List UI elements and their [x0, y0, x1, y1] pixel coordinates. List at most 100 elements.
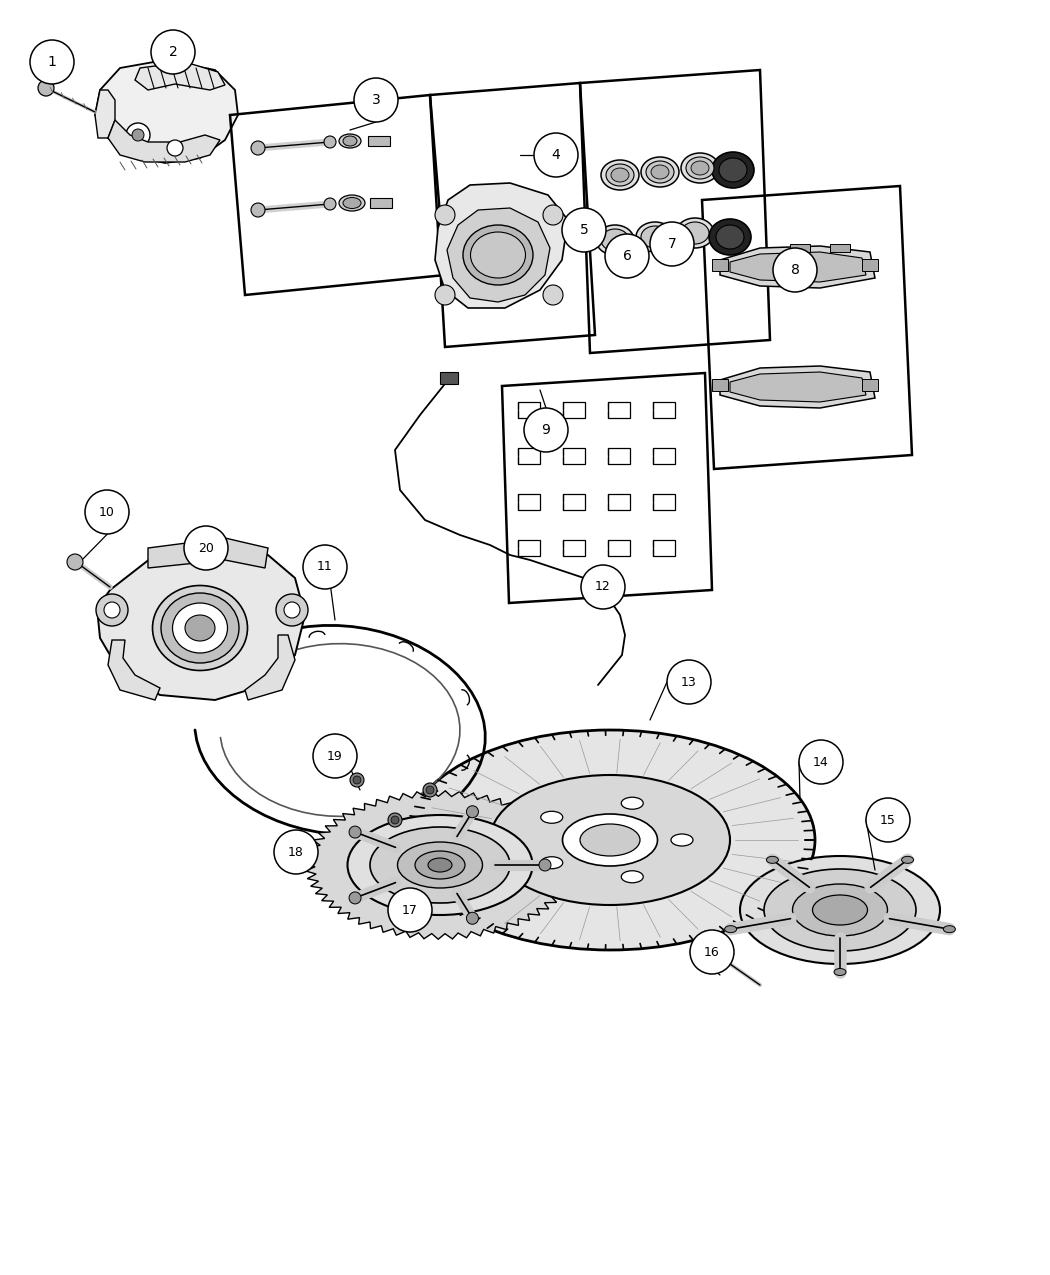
- Bar: [608, 448, 630, 464]
- Ellipse shape: [766, 857, 778, 863]
- Ellipse shape: [834, 969, 846, 975]
- Polygon shape: [435, 184, 568, 309]
- Ellipse shape: [681, 222, 709, 244]
- Circle shape: [391, 816, 399, 824]
- Ellipse shape: [902, 857, 913, 863]
- Ellipse shape: [470, 232, 525, 278]
- Bar: [830, 244, 850, 252]
- Bar: [440, 372, 458, 384]
- Ellipse shape: [622, 871, 644, 882]
- Ellipse shape: [415, 850, 465, 878]
- Circle shape: [388, 887, 432, 932]
- Circle shape: [324, 136, 336, 148]
- Circle shape: [276, 594, 308, 626]
- Polygon shape: [720, 246, 875, 288]
- Bar: [712, 379, 728, 391]
- Circle shape: [324, 198, 336, 210]
- Circle shape: [620, 260, 630, 270]
- Ellipse shape: [596, 224, 634, 255]
- Ellipse shape: [719, 158, 747, 182]
- Circle shape: [67, 555, 83, 570]
- Text: 9: 9: [542, 423, 550, 437]
- Bar: [563, 493, 585, 510]
- Ellipse shape: [640, 157, 679, 187]
- Polygon shape: [97, 544, 304, 700]
- Text: 15: 15: [880, 813, 896, 826]
- Ellipse shape: [428, 858, 452, 872]
- Circle shape: [38, 80, 54, 96]
- Circle shape: [581, 565, 625, 609]
- Polygon shape: [306, 790, 575, 940]
- Ellipse shape: [686, 157, 714, 178]
- Ellipse shape: [601, 159, 639, 190]
- Circle shape: [773, 249, 817, 292]
- Circle shape: [284, 602, 300, 618]
- Text: 1: 1: [47, 55, 57, 69]
- Ellipse shape: [563, 813, 657, 866]
- Ellipse shape: [185, 615, 215, 641]
- Circle shape: [354, 78, 398, 122]
- Circle shape: [435, 205, 455, 224]
- Polygon shape: [730, 252, 866, 282]
- Ellipse shape: [764, 870, 916, 951]
- Polygon shape: [720, 366, 875, 408]
- Circle shape: [562, 208, 606, 252]
- Polygon shape: [94, 91, 116, 138]
- Text: 18: 18: [288, 845, 303, 858]
- Ellipse shape: [339, 195, 365, 210]
- Polygon shape: [108, 640, 160, 700]
- Text: 13: 13: [681, 676, 697, 688]
- Bar: [790, 244, 810, 252]
- Text: 19: 19: [328, 750, 343, 762]
- Text: 11: 11: [317, 561, 333, 574]
- Text: 10: 10: [99, 505, 114, 519]
- Ellipse shape: [640, 226, 669, 249]
- Polygon shape: [447, 208, 550, 302]
- Ellipse shape: [405, 731, 815, 950]
- Text: 2: 2: [169, 45, 177, 59]
- Ellipse shape: [172, 603, 228, 653]
- Text: 3: 3: [372, 93, 380, 107]
- Bar: [563, 541, 585, 556]
- Circle shape: [349, 892, 361, 904]
- Polygon shape: [245, 635, 295, 700]
- Circle shape: [466, 806, 479, 817]
- Bar: [518, 448, 540, 464]
- Bar: [712, 259, 728, 272]
- Circle shape: [186, 534, 214, 562]
- Circle shape: [435, 286, 455, 305]
- Bar: [368, 136, 390, 147]
- Ellipse shape: [724, 926, 737, 932]
- Ellipse shape: [943, 926, 956, 932]
- Ellipse shape: [339, 134, 361, 148]
- Text: 6: 6: [623, 249, 631, 263]
- Circle shape: [353, 776, 361, 784]
- Circle shape: [534, 133, 578, 177]
- Bar: [608, 402, 630, 418]
- Bar: [862, 379, 878, 391]
- Text: 5: 5: [580, 223, 588, 237]
- Circle shape: [167, 140, 183, 156]
- Circle shape: [274, 830, 318, 873]
- Circle shape: [349, 826, 361, 838]
- Circle shape: [388, 813, 402, 827]
- Polygon shape: [108, 120, 220, 162]
- Bar: [653, 448, 675, 464]
- Circle shape: [799, 740, 843, 784]
- Circle shape: [539, 859, 551, 871]
- Circle shape: [85, 490, 129, 534]
- Bar: [518, 541, 540, 556]
- Bar: [653, 541, 675, 556]
- Circle shape: [132, 129, 144, 142]
- Text: 14: 14: [813, 756, 828, 769]
- Text: 12: 12: [595, 580, 611, 593]
- Bar: [370, 198, 392, 208]
- Circle shape: [543, 205, 563, 224]
- Ellipse shape: [348, 815, 532, 915]
- Circle shape: [426, 785, 434, 794]
- Circle shape: [466, 912, 479, 924]
- Text: 20: 20: [198, 542, 214, 555]
- Text: 8: 8: [791, 263, 799, 277]
- Circle shape: [303, 544, 346, 589]
- Polygon shape: [730, 372, 866, 402]
